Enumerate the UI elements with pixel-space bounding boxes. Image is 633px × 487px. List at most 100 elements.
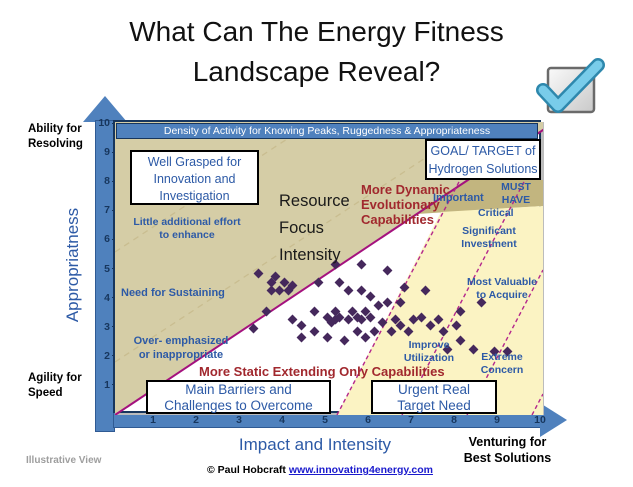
scatter-point	[438, 326, 449, 337]
y-tick-label: 4	[104, 291, 110, 304]
y-tick-label: 1	[104, 378, 110, 391]
well-grasped-line1: Well Grasped for	[147, 155, 242, 169]
urgent-target-box: Urgent Real Target Need	[371, 380, 497, 414]
barriers-line2: Challenges to Overcome	[164, 398, 313, 413]
significant-line1: Significant	[462, 225, 516, 237]
page-title-line2: Landscape Reveal?	[192, 56, 441, 87]
resource-focus-intensity-label: Resource Focus Intensity	[279, 188, 350, 269]
x-tick-label: 1	[150, 414, 156, 426]
y-tick-label: 6	[104, 233, 110, 246]
scatter-point	[433, 315, 444, 325]
x-tick-label: 8	[451, 414, 457, 426]
must-have-line2: HAVE	[501, 194, 531, 206]
y-tick-label: 10	[98, 117, 110, 129]
scatter-point	[420, 285, 431, 296]
little-additional-line2: to enhance	[159, 229, 215, 241]
scatter-point	[309, 326, 320, 337]
scatter-point	[356, 285, 367, 296]
scatter-point	[343, 285, 354, 296]
scatter-point	[377, 317, 388, 328]
y-tick-label: 7	[104, 204, 110, 217]
most-valuable-line2: to Acquire	[476, 289, 528, 301]
scatter-point	[287, 315, 298, 325]
critical-label: Critical	[478, 207, 514, 219]
y-tick-label: 9	[104, 146, 110, 159]
extreme-line1: Extreme	[481, 351, 523, 363]
little-additional-effort-label: Little additional effort to enhance	[131, 216, 243, 242]
credit-link[interactable]: www.innovating4energy.com	[288, 464, 433, 476]
x-tick-label: 10	[534, 414, 546, 426]
scatter-point	[309, 306, 320, 317]
y-tick-label: 5	[104, 262, 110, 275]
most-valuable-label: Most Valuable to Acquire	[461, 276, 543, 302]
zone-yellow	[337, 206, 543, 415]
most-valuable-line1: Most Valuable	[466, 276, 538, 288]
credit-line: © Paul Hobcraft www.innovating4energy.co…	[170, 464, 470, 476]
tan-dashed-line	[115, 122, 481, 363]
x-axis-arrowhead	[540, 403, 567, 437]
agility-for-speed-label: Agility for Speed	[28, 371, 98, 401]
scatter-point	[416, 312, 427, 322]
goal-target-box: GOAL/ TARGET of Hydrogen Solutions	[425, 139, 541, 180]
zone-dark-tan	[417, 180, 543, 214]
scatter-point	[382, 265, 393, 276]
resource-line3: Intensity	[279, 246, 341, 264]
urgent-line1: Urgent Real	[397, 382, 471, 397]
scatter-point	[451, 320, 461, 331]
more-static-label: More Static Extending Only Capabilities	[199, 364, 445, 379]
significant-line2: Investment	[461, 238, 517, 250]
over-emphasized-label: Over- emphasized or inappropriate	[125, 334, 237, 362]
x-tick-label: 7	[408, 414, 414, 426]
scatter-point	[395, 297, 406, 308]
improve-line1: Improve	[408, 339, 450, 351]
improve-line2: Utilization	[403, 352, 455, 364]
scatter-point	[360, 332, 371, 343]
more-dynamic-line1: More Dynamic	[361, 182, 450, 197]
agility-line2: Speed	[28, 387, 63, 399]
venturing-line2: Best Solutions	[463, 451, 552, 465]
x-tick-label: 4	[279, 414, 285, 426]
goal-line2: Hydrogen Solutions	[428, 162, 538, 176]
scatter-point	[339, 335, 350, 346]
scatter-point	[455, 306, 466, 317]
resource-line1: Resource	[279, 192, 350, 210]
y-axis-arrowhead	[83, 96, 127, 122]
y-tick-layer: 1 2 3 4 5 6 7 8 9 10	[95, 117, 115, 432]
x-tick-label: 6	[365, 414, 371, 426]
more-dynamic-label: More Dynamic Evolutionary Capabilities	[361, 182, 450, 227]
resource-line2: Focus	[279, 219, 324, 237]
important-label: Important	[433, 192, 484, 204]
scatter-point	[365, 291, 375, 302]
urgent-line2: Target Need	[397, 398, 471, 413]
must-have-label: MUST HAVE	[493, 181, 539, 207]
little-additional-line1: Little additional effort	[133, 216, 241, 228]
over-emphasized-line1: Over- emphasized	[133, 335, 229, 347]
well-grasped-box: Well Grasped for Innovation and Investig…	[130, 150, 259, 205]
scatter-point	[386, 326, 397, 337]
x-tick-label: 5	[322, 414, 328, 426]
fitness-landscape-plot: Density of Activity for Knowing Peaks, R…	[113, 120, 543, 415]
improve-utilization-label: Improve Utilization	[397, 339, 461, 365]
ability-line1: Ability for	[28, 123, 82, 135]
magenta-dashed-line	[401, 179, 526, 415]
more-dynamic-line2: Evolutionary	[361, 197, 440, 212]
goal-line1: GOAL/ TARGET of	[430, 144, 536, 158]
need-for-sustaining-label: Need for Sustaining	[121, 287, 225, 299]
venturing-label: Venturing for Best Solutions	[440, 434, 575, 466]
magenta-dashed-line	[531, 393, 543, 415]
x-axis-title: Impact and Intensity	[238, 435, 392, 454]
y-axis-title: Appropriatness	[63, 207, 82, 323]
x-tick-label: 3	[236, 414, 242, 426]
agility-line1: Agility for	[28, 372, 82, 384]
x-tick-label: 9	[494, 414, 500, 426]
scatter-point	[253, 268, 264, 279]
more-dynamic-line3: Capabilities	[361, 212, 434, 227]
extreme-concern-label: Extreme Concern	[473, 351, 531, 377]
scatter-point	[382, 297, 393, 308]
well-grasped-line3: Investigation	[159, 189, 230, 203]
scatter-point	[322, 332, 332, 343]
scatter-point	[296, 320, 307, 331]
venturing-line1: Venturing for	[468, 435, 547, 449]
ability-line2: Resolving	[28, 138, 83, 150]
